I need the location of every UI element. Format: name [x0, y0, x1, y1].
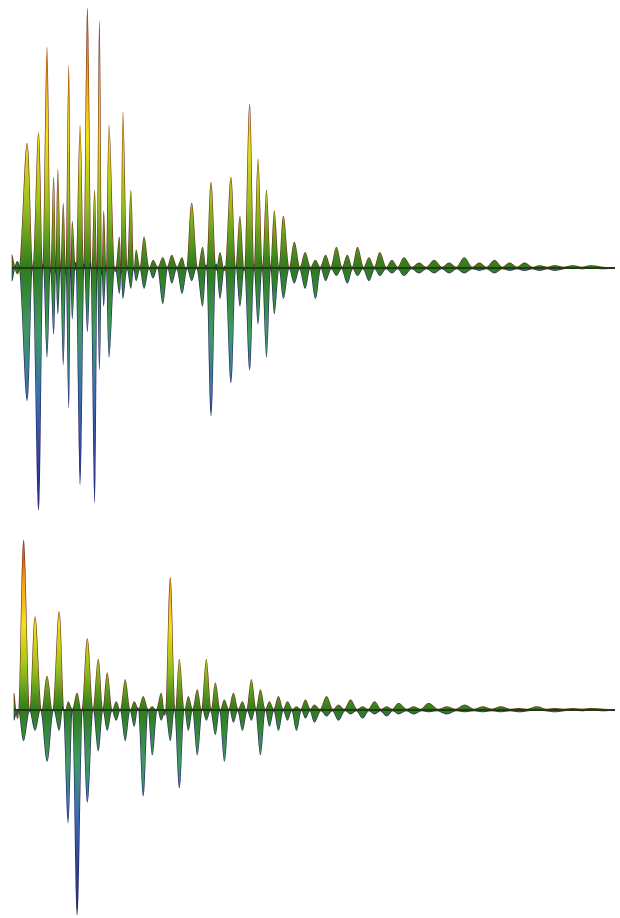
lower-negative-spectrum-area [13, 706, 616, 916]
lower-spectrum-panel [13, 539, 616, 916]
lower-positive-spectrum-area [13, 539, 616, 719]
upper-spectrum-panel [11, 7, 616, 511]
upper-positive-spectrum-area [11, 7, 616, 276]
upper-negative-spectrum-area [11, 261, 616, 511]
